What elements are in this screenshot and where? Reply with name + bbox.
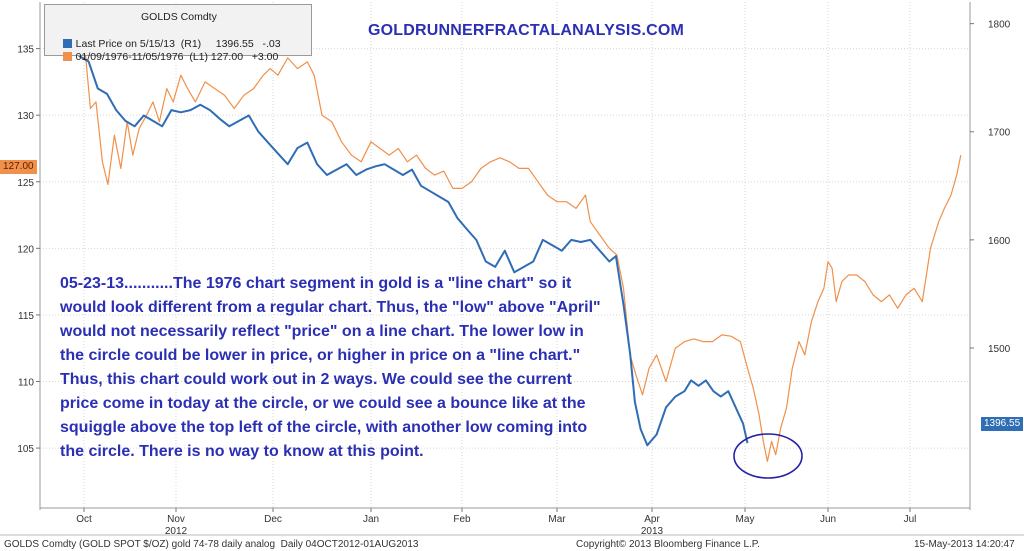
legend-entry-last-price: Last Price on 5/15/13 (R1) 1396.55 -.03 — [51, 26, 281, 62]
left-tick-label: 125 — [17, 178, 34, 189]
right-tick-label: 1700 — [988, 128, 1011, 139]
legend-swatch-blue — [62, 39, 72, 48]
left-tick-label: 115 — [18, 311, 34, 322]
legend-label-last-price: Last Price on 5/15/13 (R1) 1396.55 -.03 — [75, 38, 281, 50]
x-tick-label: Jun — [820, 514, 836, 525]
legend-title: GOLDS Comdty — [141, 11, 217, 23]
right-axis: 1500 1600 1700 1800 — [969, 2, 1011, 510]
x-tick-label: Feb — [453, 514, 471, 525]
x-tick-label: Nov — [167, 514, 185, 525]
legend-label-1976: 01/09/1976-11/05/1976 (L1) 127.00 +3.00 — [75, 51, 279, 63]
left-tick-label: 135 — [17, 45, 34, 56]
series-line-1976 — [83, 37, 962, 462]
footer-copyright: Copyright© 2013 Bloomberg Finance L.P. — [576, 539, 760, 550]
x-tick-label: Apr — [644, 514, 660, 525]
x-tick-label: Jul — [904, 514, 917, 525]
gridlines — [40, 2, 970, 508]
series-line-last-price — [64, 33, 749, 447]
x-year-label: 2013 — [641, 526, 664, 537]
x-year-label: 2012 — [165, 526, 188, 537]
x-tick-label: May — [736, 514, 755, 525]
left-tick-label: 120 — [17, 244, 34, 255]
x-tick-label: Jan — [363, 514, 379, 525]
left-tick-label: 110 — [18, 378, 34, 389]
right-tick-label: 1600 — [988, 236, 1011, 247]
left-tick-label: 130 — [17, 111, 34, 122]
footer-left: GOLDS Comdty (GOLD SPOT $/OZ) gold 74-78… — [4, 539, 419, 550]
left-axis: 105 110 115 120 125 130 135 — [17, 2, 41, 510]
x-tick-label: Mar — [548, 514, 566, 525]
watermark-title: GOLDRUNNERFRACTALANALYSIS.COM — [368, 22, 685, 39]
series-layer — [64, 33, 962, 462]
x-tick-label: Dec — [264, 514, 282, 525]
legend: GOLDS Comdty Last Price on 5/15/13 (R1) … — [44, 4, 312, 63]
annotation-text: 05-23-13...........The 1976 chart segmen… — [60, 275, 601, 460]
right-last-value-flag: 1396.55 — [981, 417, 1024, 431]
x-axis: Oct Nov Dec Jan Feb Mar Apr May Jun Jul 2012 2013 — [0, 507, 1024, 537]
right-tick-label: 1800 — [988, 20, 1011, 31]
footer-timestamp: 15-May-2013 14:20:47 — [914, 539, 1015, 550]
x-tick-label: Oct — [76, 514, 92, 525]
legend-swatch-orange — [62, 52, 72, 61]
right-tick-label: 1500 — [988, 344, 1011, 355]
left-last-value-flag: 127.00 — [0, 160, 37, 174]
legend-entry-1976: 01/09/1976-11/05/1976 (L1) 127.00 +3.00 — [51, 39, 278, 75]
left-tick-label: 105 — [17, 444, 34, 455]
highlight-circle — [733, 433, 803, 479]
